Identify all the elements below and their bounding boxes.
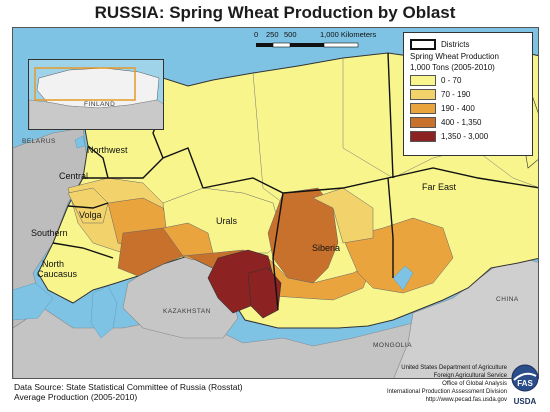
legend-class-row: 190 - 400: [410, 101, 526, 115]
legend-class-label: 400 - 1,350: [441, 117, 482, 127]
data-source-note: Data Source: State Statistical Committee…: [14, 382, 243, 402]
country-label-kazakhstan: KAZAKHSTAN: [163, 308, 211, 315]
fas-logo-text: FAS: [517, 379, 533, 388]
scale-tick-1000: 1,000 Kilometers: [320, 30, 377, 39]
legend: Districts Spring Wheat Production 1,000 …: [403, 32, 533, 156]
data-source-line-2: Average Production (2005-2010): [14, 392, 138, 402]
scale-bar: 0 250 500 1,000 Kilometers: [254, 30, 404, 52]
district-label-siberia: Siberia: [312, 243, 341, 253]
country-label-belarus: BELARUS: [22, 138, 56, 145]
credits-line-3: Office of Global Analysis: [442, 381, 507, 387]
legend-class-label: 0 - 70: [441, 75, 462, 85]
legend-class-row: 400 - 1,350: [410, 115, 526, 129]
district-label-southern: Southern: [31, 228, 68, 238]
district-label-northwest: Northwest: [87, 145, 128, 155]
legend-heading: Spring Wheat Production: [410, 52, 499, 61]
inset-extent-box: [34, 67, 136, 101]
s-urals-belt: [117, 227, 184, 277]
country-label-china: CHINA: [496, 296, 519, 303]
black-sea: [13, 282, 54, 321]
legend-class-label: 1,350 - 3,000: [441, 131, 489, 141]
district-label-urals: Urals: [216, 216, 238, 226]
lake-ladoga: [74, 135, 86, 149]
legend-class-label: 70 - 190: [441, 89, 471, 99]
district-boundaries: [52, 107, 538, 311]
legend-swatch-1: [410, 88, 436, 100]
legend-swatch-2: [410, 102, 436, 114]
district-label-north-caucasus-1: North: [42, 259, 65, 269]
data-source-line-1: Data Source: State Statistical Committee…: [14, 382, 243, 392]
legend-class-label: 190 - 400: [441, 103, 475, 113]
legend-districts-label: Districts: [441, 39, 470, 49]
lake-baikal: [392, 265, 414, 291]
credits-line-5: http://www.pecad.fas.usda.gov: [425, 397, 507, 403]
legend-class-row: 70 - 190: [410, 87, 526, 101]
central-region: [67, 187, 109, 224]
scale-tick-250: 250: [266, 30, 279, 39]
legend-swatch-4: [410, 130, 436, 142]
usda-logo-text: USDA: [514, 397, 537, 406]
legend-districts-row: Districts: [410, 37, 526, 51]
scale-tick-500: 500: [284, 30, 297, 39]
country-label-mongolia: MONGOLIA: [373, 342, 413, 349]
fas-usda-logo: FAS USDA: [508, 362, 542, 408]
district-label-volga: Volga: [79, 210, 102, 220]
credits-line-4: International Production Assessment Divi…: [386, 389, 507, 395]
district-label-central: Central: [59, 171, 89, 181]
credits-line-1: United States Department of Agriculture: [401, 365, 507, 371]
usda-credits: United States Department of Agriculture …: [352, 364, 507, 404]
legend-class-row: 1,350 - 3,000: [410, 129, 526, 143]
fas-logo-svg: FAS USDA: [511, 364, 539, 406]
country-label-finland: FINLAND: [84, 101, 116, 108]
district-label-far-east: Far East: [422, 182, 457, 192]
legend-class-row: 0 - 70: [410, 73, 526, 87]
legend-swatch-3: [410, 116, 436, 128]
map-title: RUSSIA: Spring Wheat Production by Oblas…: [94, 3, 456, 22]
scale-tick-0: 0: [254, 30, 259, 39]
locator-inset-map: [28, 59, 164, 130]
legend-swatch-0: [410, 74, 436, 86]
district-label-north-caucasus-2: Caucasus: [37, 269, 78, 279]
scale-bar-graphic: [256, 42, 359, 48]
legend-districts-swatch: [410, 38, 436, 50]
credits-line-2: Foreign Agricultural Service: [433, 373, 507, 379]
inset-svg: [29, 60, 163, 129]
inset-other-land: [29, 99, 163, 129]
legend-units: 1,000 Tons (2005-2010): [410, 63, 495, 72]
